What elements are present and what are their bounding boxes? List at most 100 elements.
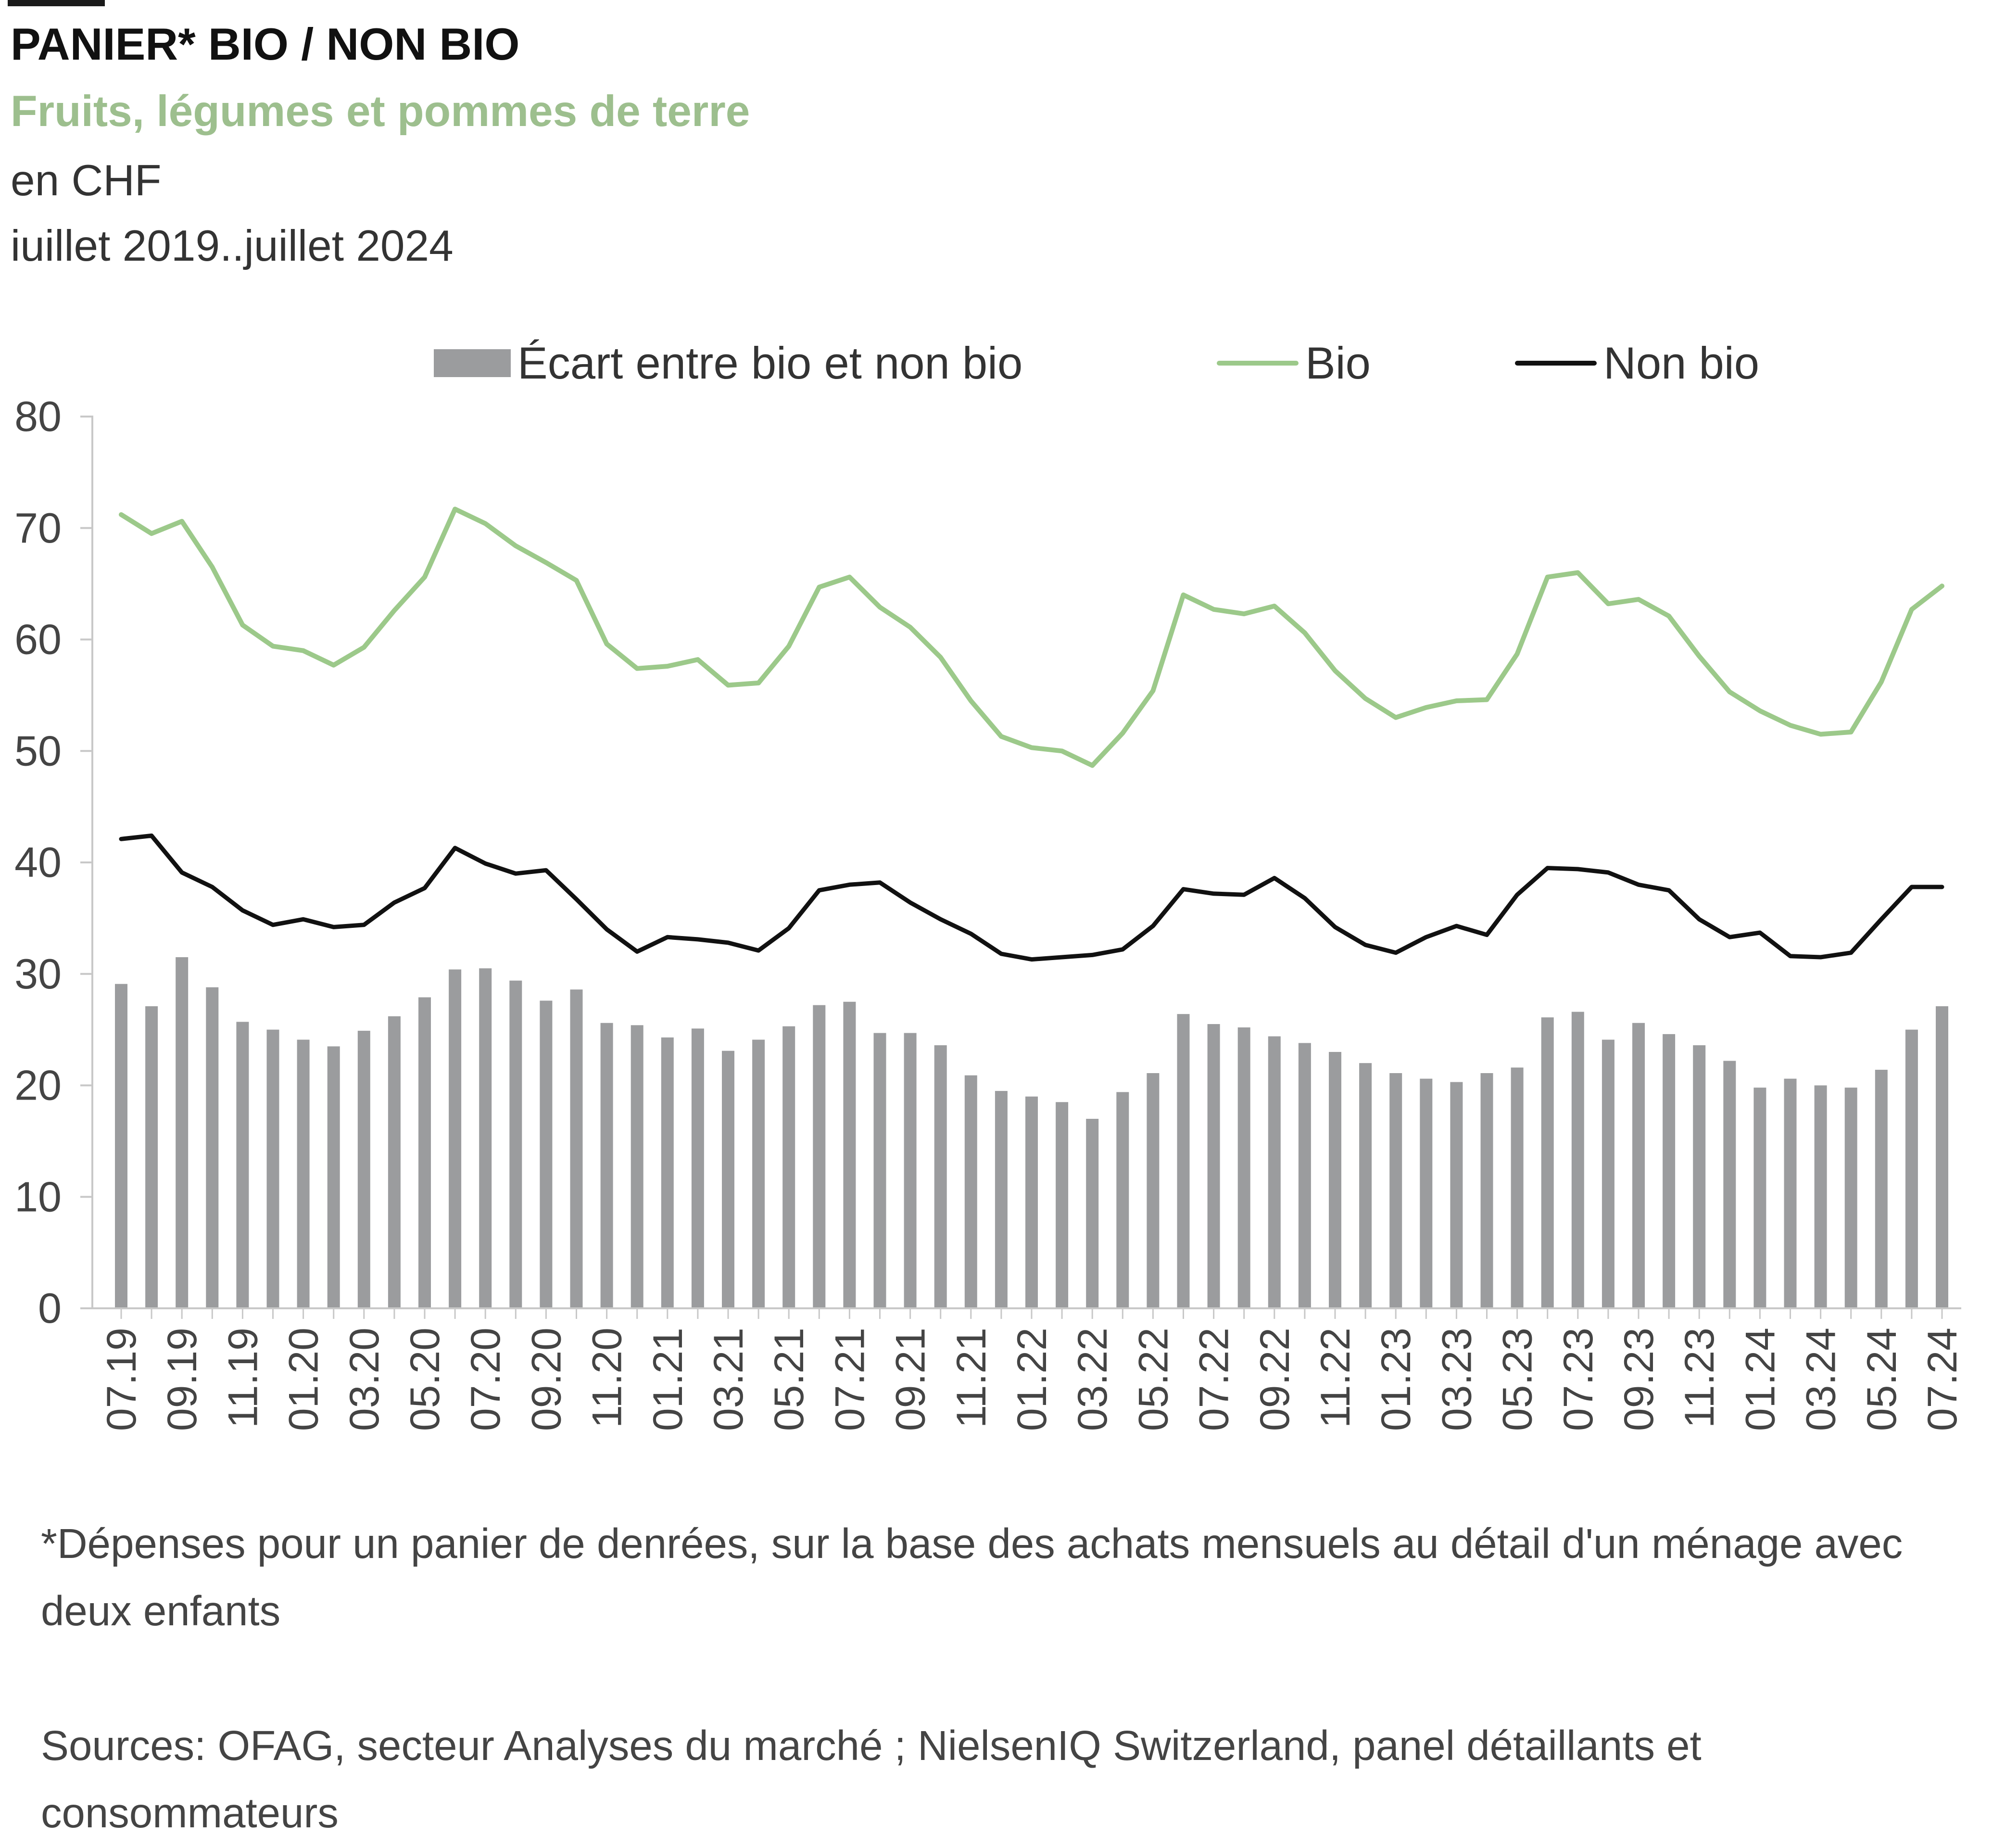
bio-series-line [119, 506, 1944, 768]
y-tick-label: 20 [14, 1062, 62, 1109]
gap-bar [1753, 1088, 1766, 1308]
x-tick-label: 05.20 [402, 1328, 448, 1431]
legend-swatch-gap [434, 349, 511, 377]
x-tick-label: 11.20 [584, 1328, 631, 1428]
legend-swatch-bio [1217, 361, 1299, 366]
x-tick-label: 11.22 [1312, 1328, 1359, 1428]
y-tick-label: 10 [14, 1173, 62, 1220]
x-tick-label: 05.21 [766, 1328, 812, 1431]
legend-item-bio: Bio [1217, 332, 1371, 394]
chart-plot: 0 10 20 30 40 50 60 70 80 07.19 09.19 11.19 01.20 03… [14, 394, 1966, 1431]
y-axis-tick-labels: 0 10 20 30 40 50 60 70 80 [14, 394, 62, 1332]
x-tick-label: 01.21 [645, 1328, 691, 1431]
gap-bar [1511, 1067, 1524, 1308]
gap-bar [691, 1028, 704, 1308]
chart-subtitle: Fruits, légumes et pommes de terre [11, 87, 750, 136]
gap-bar [904, 1033, 917, 1308]
x-tick-label: 11.21 [948, 1328, 995, 1428]
gap-bar [1359, 1063, 1372, 1308]
chart-axes [80, 416, 1961, 1319]
x-axis-tick-labels: 07.19 09.19 11.19 01.20 03.20 05.20 07.20 09.20… [99, 1328, 1966, 1431]
x-tick-label: 07.22 [1191, 1328, 1237, 1431]
footnote: *Dépenses pour un panier de denrées, sur… [41, 1520, 1903, 1634]
x-tick-label: 05.22 [1130, 1328, 1176, 1431]
gap-bar [1936, 1006, 1948, 1308]
gap-bar [1268, 1036, 1281, 1308]
y-tick-label: 80 [14, 394, 62, 440]
x-tick-label: 03.23 [1434, 1328, 1480, 1431]
gap-bar [1389, 1073, 1402, 1308]
legend-label-gap: Écart entre bio et non bio [517, 338, 1023, 388]
x-tick-label: 05.24 [1859, 1328, 1905, 1431]
sources-note: Sources: OFAG, secteur Analyses du march… [41, 1722, 1702, 1836]
gap-bar [509, 980, 522, 1308]
x-tick-label: 01.22 [1009, 1328, 1055, 1431]
gap-bar [600, 1023, 613, 1308]
x-tick-label: 07.21 [827, 1328, 873, 1431]
gap-bar [1571, 1012, 1584, 1308]
gap-bar [1844, 1088, 1857, 1308]
gap-bar [357, 1030, 370, 1308]
gap-bar [661, 1037, 674, 1308]
x-tick-label: 03.20 [341, 1328, 388, 1431]
gap-bar [206, 987, 219, 1308]
gap-bar [1329, 1051, 1341, 1308]
gap-bar [418, 997, 431, 1308]
gap-bar [934, 1045, 947, 1308]
gap-bar [1723, 1061, 1736, 1308]
gap-bar [1480, 1073, 1493, 1308]
gap-bar [1875, 1070, 1888, 1308]
legend-item-gap: Écart entre bio et non bio [434, 332, 1022, 394]
gap-bar [1116, 1092, 1129, 1308]
gap-bar [540, 1000, 553, 1308]
gap-bar [1420, 1078, 1433, 1308]
x-tick-label: 07.19 [99, 1328, 145, 1431]
legend-item-non-bio: Non bio [1515, 332, 1759, 394]
chart-unit: en CHF [11, 156, 162, 205]
x-tick-label: 09.21 [888, 1328, 934, 1431]
gap-bar [1905, 1029, 1918, 1308]
gap-bar [1025, 1096, 1038, 1308]
gap-bar [1086, 1119, 1099, 1308]
gap-bar [813, 1005, 826, 1308]
y-tick-label: 70 [14, 504, 62, 552]
gap-bar [297, 1039, 310, 1308]
gap-bar [327, 1046, 340, 1308]
x-tick-label: 11.19 [220, 1328, 266, 1428]
x-tick-label: 09.22 [1252, 1328, 1298, 1431]
gap-bar [752, 1039, 765, 1308]
x-tick-label: 03.21 [706, 1328, 752, 1431]
y-tick-label: 40 [14, 838, 62, 886]
gap-bar [1450, 1082, 1463, 1308]
x-tick-label: 01.23 [1373, 1328, 1419, 1431]
y-tick-label: 50 [14, 727, 62, 774]
gap-bar [722, 1051, 734, 1308]
title-accent-bar [8, 0, 105, 6]
gap-bar [1602, 1039, 1615, 1308]
gap-bar [236, 1022, 249, 1308]
gap-bar [449, 969, 462, 1308]
gap-bar [1177, 1014, 1190, 1308]
x-tick-label: 07.23 [1555, 1328, 1602, 1431]
gap-bar [631, 1025, 643, 1308]
x-tick-label: 07.20 [463, 1328, 509, 1431]
gap-bar [1298, 1043, 1311, 1308]
gap-bars [115, 957, 1948, 1308]
gap-bar [1056, 1102, 1069, 1308]
series-lines [119, 506, 1944, 962]
gap-bar [964, 1075, 977, 1308]
gap-bar [1784, 1078, 1797, 1308]
x-tick-label: 11.23 [1677, 1328, 1723, 1428]
x-tick-label: 05.23 [1495, 1328, 1541, 1431]
gap-bar [1693, 1045, 1706, 1308]
non-bio-series-line [119, 833, 1944, 962]
chart-legend: Écart entre bio et non bio Bio Non bio [0, 332, 1993, 394]
gap-bar [145, 1006, 158, 1308]
gap-bar [1663, 1034, 1676, 1308]
gap-bar [115, 984, 127, 1308]
x-tick-label: 07.24 [1919, 1328, 1966, 1431]
gap-bar [266, 1029, 279, 1308]
x-tick-label: 01.20 [281, 1328, 327, 1431]
chart-title: PANIER* BIO / NON BIO [11, 19, 520, 69]
gap-bar [873, 1033, 886, 1308]
